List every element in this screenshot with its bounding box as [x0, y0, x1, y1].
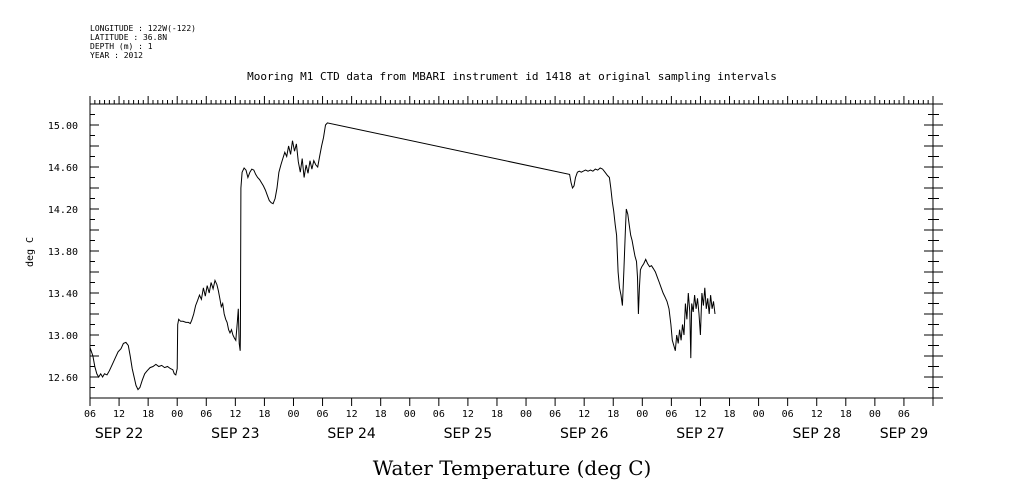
x-hour-label: 06	[200, 409, 212, 420]
x-hour-label: 12	[346, 409, 358, 420]
y-tick-label: 13.00	[48, 331, 78, 342]
y-tick-label: 14.60	[48, 163, 78, 174]
chart-title: Mooring M1 CTD data from MBARI instrumen…	[247, 70, 777, 83]
x-hour-label: 12	[578, 409, 590, 420]
y-tick-label: 12.60	[48, 373, 78, 384]
series-layer	[89, 122, 716, 391]
metadata-latitude: LATITUDE : 36.8N	[90, 33, 167, 42]
x-hour-label: 18	[723, 409, 735, 420]
x-hour-label: 00	[869, 409, 881, 420]
x-day-label: SEP 27	[676, 426, 724, 442]
x-hour-label: 12	[811, 409, 823, 420]
x-day-label: SEP 26	[560, 426, 609, 442]
x-hour-label: 00	[171, 409, 183, 420]
x-hour-label: 12	[694, 409, 706, 420]
x-day-label: SEP 25	[444, 426, 492, 442]
x-hour-label: 00	[636, 409, 648, 420]
y-tick-label: 13.40	[48, 289, 78, 300]
x-hour-label: 12	[229, 409, 241, 420]
x-hour-label: 18	[840, 409, 852, 420]
x-hour-label: 06	[84, 409, 96, 420]
x-hour-label: 06	[317, 409, 329, 420]
x-day-label: SEP 22	[95, 426, 143, 442]
metadata-block: LONGITUDE : 122W(-122) LATITUDE : 36.8N …	[90, 24, 196, 60]
x-day-label: SEP 29	[880, 426, 928, 442]
y-tick-label: 13.80	[48, 247, 78, 258]
y-axis-label: deg C	[25, 237, 36, 267]
x-hour-label: 18	[142, 409, 154, 420]
x-hour-label: 06	[549, 409, 561, 420]
x-hour-label: 18	[607, 409, 619, 420]
x-day-label: SEP 24	[327, 426, 376, 442]
x-axis-label: Water Temperature (deg C)	[373, 456, 652, 480]
metadata-longitude: LONGITUDE : 122W(-122)	[90, 24, 196, 33]
metadata-depth: DEPTH (m) : 1	[90, 42, 153, 51]
x-hour-label: 00	[404, 409, 416, 420]
x-day-label: SEP 23	[211, 426, 259, 442]
x-hour-label: 00	[520, 409, 532, 420]
x-hour-label: 06	[433, 409, 445, 420]
x-hour-label: 06	[665, 409, 677, 420]
y-tick-label: 14.20	[48, 205, 78, 216]
x-day-label: SEP 28	[792, 426, 840, 442]
x-hour-label: 06	[898, 409, 910, 420]
y-axis: 12.60 13.00 13.40 13.80 14.20 14.60 15.00	[48, 103, 943, 399]
x-hour-label: 06	[782, 409, 794, 420]
x-hour-label: 12	[113, 409, 125, 420]
x-hour-label: 00	[753, 409, 765, 420]
x-hour-label: 00	[287, 409, 299, 420]
y-tick-label: 15.00	[48, 121, 78, 132]
x-hour-label: 18	[375, 409, 387, 420]
plot-frame	[89, 103, 934, 399]
x-hour-label: 18	[258, 409, 270, 420]
x-hour-label: 18	[491, 409, 503, 420]
x-axis: 06 12 18 00 06 12 18 00 06 12 18 00 06 12 18 00 06 12 18 00…	[84, 96, 934, 442]
x-hour-label: 12	[462, 409, 474, 420]
metadata-year: YEAR : 2012	[90, 51, 143, 60]
series-line	[89, 122, 716, 391]
